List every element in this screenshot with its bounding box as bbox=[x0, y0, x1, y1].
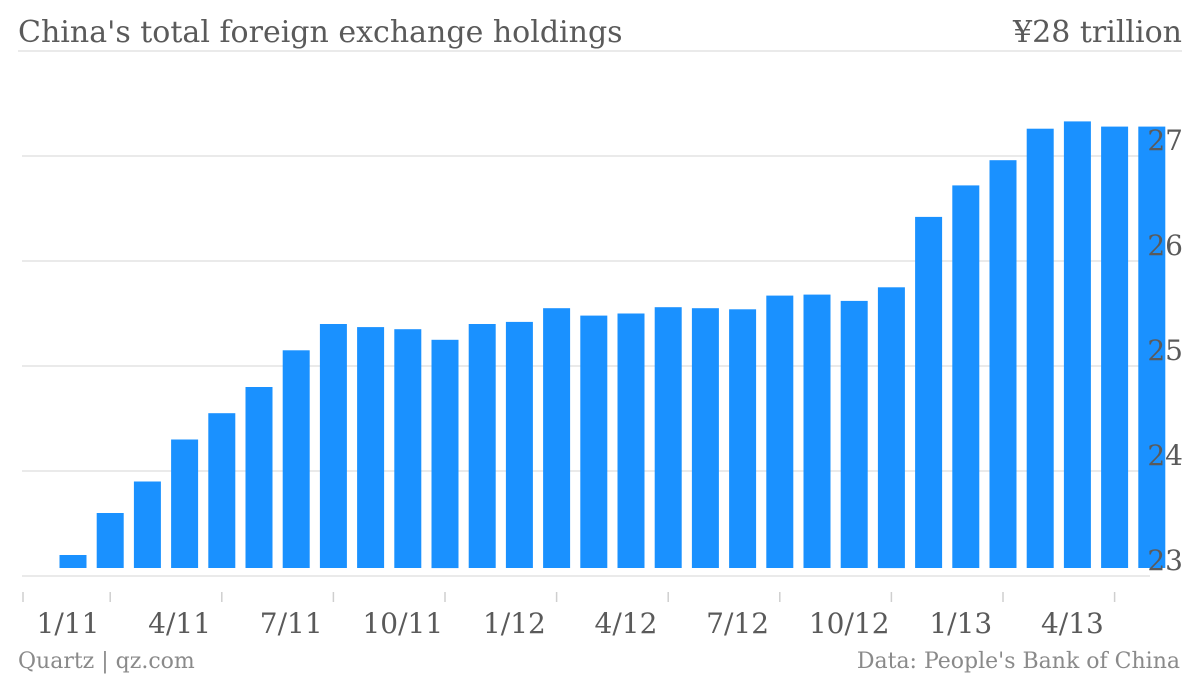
x-tick-label: 1/13 bbox=[929, 607, 992, 640]
y-tick-label: 25 bbox=[1147, 334, 1183, 367]
bar-9-11 bbox=[357, 327, 385, 568]
y-axis-labels: 23 24 25 26 27 bbox=[1147, 124, 1183, 577]
bar-3-13 bbox=[1026, 128, 1054, 568]
chart-title: China's total foreign exchange holdings bbox=[18, 15, 623, 50]
x-tick-label: 4/11 bbox=[148, 607, 211, 640]
x-tick-label: 1/11 bbox=[37, 607, 100, 640]
bars bbox=[59, 121, 1166, 569]
bar-9-12 bbox=[803, 294, 831, 568]
bar-3-11 bbox=[133, 481, 161, 568]
bar-6-11 bbox=[245, 387, 273, 568]
bar-10-12 bbox=[840, 300, 868, 568]
y-tick-label: 24 bbox=[1147, 439, 1183, 472]
bar-1-12 bbox=[505, 321, 533, 568]
bar-2-11 bbox=[96, 513, 124, 568]
x-axis-ticks bbox=[22, 592, 1116, 602]
bar-10-11 bbox=[394, 329, 422, 568]
x-tick-label: 10/12 bbox=[809, 607, 890, 640]
bar-3-12 bbox=[580, 315, 608, 568]
unit-label: ¥28 trillion bbox=[1012, 15, 1182, 50]
bar-4-12 bbox=[617, 313, 645, 568]
bar-7-12 bbox=[729, 309, 757, 568]
bar-5-12 bbox=[654, 307, 682, 568]
credit-text: Quartz | qz.com bbox=[18, 649, 195, 674]
x-tick-label: 4/13 bbox=[1041, 607, 1104, 640]
bar-4-11 bbox=[171, 439, 199, 568]
bar-12-12 bbox=[915, 216, 943, 568]
y-tick-label: 26 bbox=[1147, 229, 1183, 262]
bar-12-11 bbox=[468, 324, 496, 568]
bar-11-11 bbox=[431, 339, 459, 569]
bar-7-11 bbox=[282, 350, 310, 568]
bar-5-13 bbox=[1101, 126, 1129, 568]
bar-2-12 bbox=[543, 308, 571, 568]
x-tick-label: 4/12 bbox=[595, 607, 658, 640]
bar-6-13 bbox=[1138, 126, 1166, 568]
bar-8-12 bbox=[766, 295, 794, 568]
x-tick-label: 1/12 bbox=[483, 607, 546, 640]
bar-8-11 bbox=[319, 324, 347, 568]
bar-11-12 bbox=[877, 287, 905, 569]
y-tick-label: 27 bbox=[1147, 124, 1183, 157]
x-tick-label: 7/12 bbox=[706, 607, 769, 640]
x-axis-labels: 1/11 4/11 7/11 10/11 1/12 4/12 7/12 10/12 1/13 4/… bbox=[37, 607, 1104, 640]
bar-1-11 bbox=[59, 555, 87, 568]
bar-5-11 bbox=[208, 413, 236, 568]
y-tick-label: 23 bbox=[1147, 544, 1183, 577]
source-text: Data: People's Bank of China bbox=[857, 649, 1180, 674]
bar-6-12 bbox=[691, 308, 719, 568]
x-tick-label: 10/11 bbox=[362, 607, 443, 640]
bar-2-13 bbox=[989, 160, 1017, 568]
bar-4-13 bbox=[1063, 121, 1091, 569]
bar-1-13 bbox=[952, 185, 980, 568]
x-tick-label: 7/11 bbox=[260, 607, 323, 640]
